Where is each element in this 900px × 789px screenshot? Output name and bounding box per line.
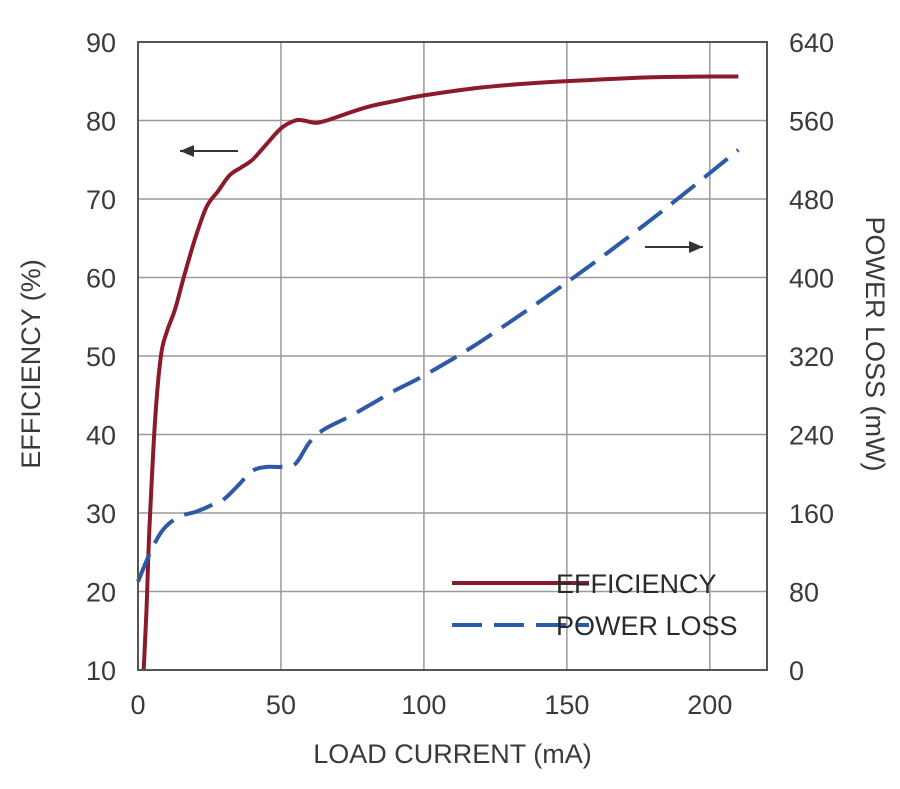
x-axis-title: LOAD CURRENT (mA) <box>313 739 592 769</box>
legend-label-power-loss: POWER LOSS <box>556 611 738 641</box>
y-right-tick-label: 240 <box>789 421 834 451</box>
y-left-tick-label: 90 <box>86 28 116 58</box>
y-right-tick-label: 480 <box>789 185 834 215</box>
y-left-tick-label: 60 <box>86 264 116 294</box>
x-tick-label: 0 <box>130 690 145 720</box>
y-right-tick-label: 560 <box>789 107 834 137</box>
x-tick-label: 100 <box>401 690 446 720</box>
annotations <box>180 145 703 253</box>
series-line-power-loss <box>136 148 740 583</box>
y-axis-right-title: POWER LOSS (mW) <box>860 217 890 472</box>
y-left-tick-label: 30 <box>86 499 116 529</box>
y-right-tick-label: 320 <box>789 342 834 372</box>
x-tick-label: 150 <box>544 690 589 720</box>
series-layer <box>136 74 740 671</box>
arrow-to-left-axis-head <box>180 145 194 157</box>
y-right-tick-label: 160 <box>789 499 834 529</box>
y-left-tick-label: 20 <box>86 578 116 608</box>
tick-labels: 0 50 100 150 200 10 20 30 40 50 60 70 80 90 0 80 160 240 3… <box>86 28 834 720</box>
y-axis-left-title: EFFICIENCY (%) <box>16 259 46 469</box>
y-right-tick-label: 80 <box>789 578 819 608</box>
x-tick-label: 50 <box>266 690 296 720</box>
plot-frame <box>137 41 768 671</box>
legend-label-efficiency: EFFICIENCY <box>556 569 717 599</box>
y-left-tick-label: 50 <box>86 342 116 372</box>
y-left-tick-label: 80 <box>86 107 116 137</box>
legend: EFFICIENCY POWER LOSS <box>452 569 738 641</box>
series-line-efficiency <box>141 74 739 671</box>
y-left-tick-label: 70 <box>86 185 116 215</box>
arrow-to-right-axis <box>645 241 703 253</box>
y-left-tick-label: 40 <box>86 421 116 451</box>
x-tick-label: 200 <box>687 690 732 720</box>
y-right-tick-label: 640 <box>789 28 834 58</box>
y-left-tick-label: 10 <box>86 656 116 686</box>
arrow-to-right-axis-head <box>689 241 703 253</box>
y-right-tick-label: 0 <box>789 656 804 686</box>
y-right-tick-label: 400 <box>789 264 834 294</box>
arrow-to-left-axis <box>180 145 238 157</box>
